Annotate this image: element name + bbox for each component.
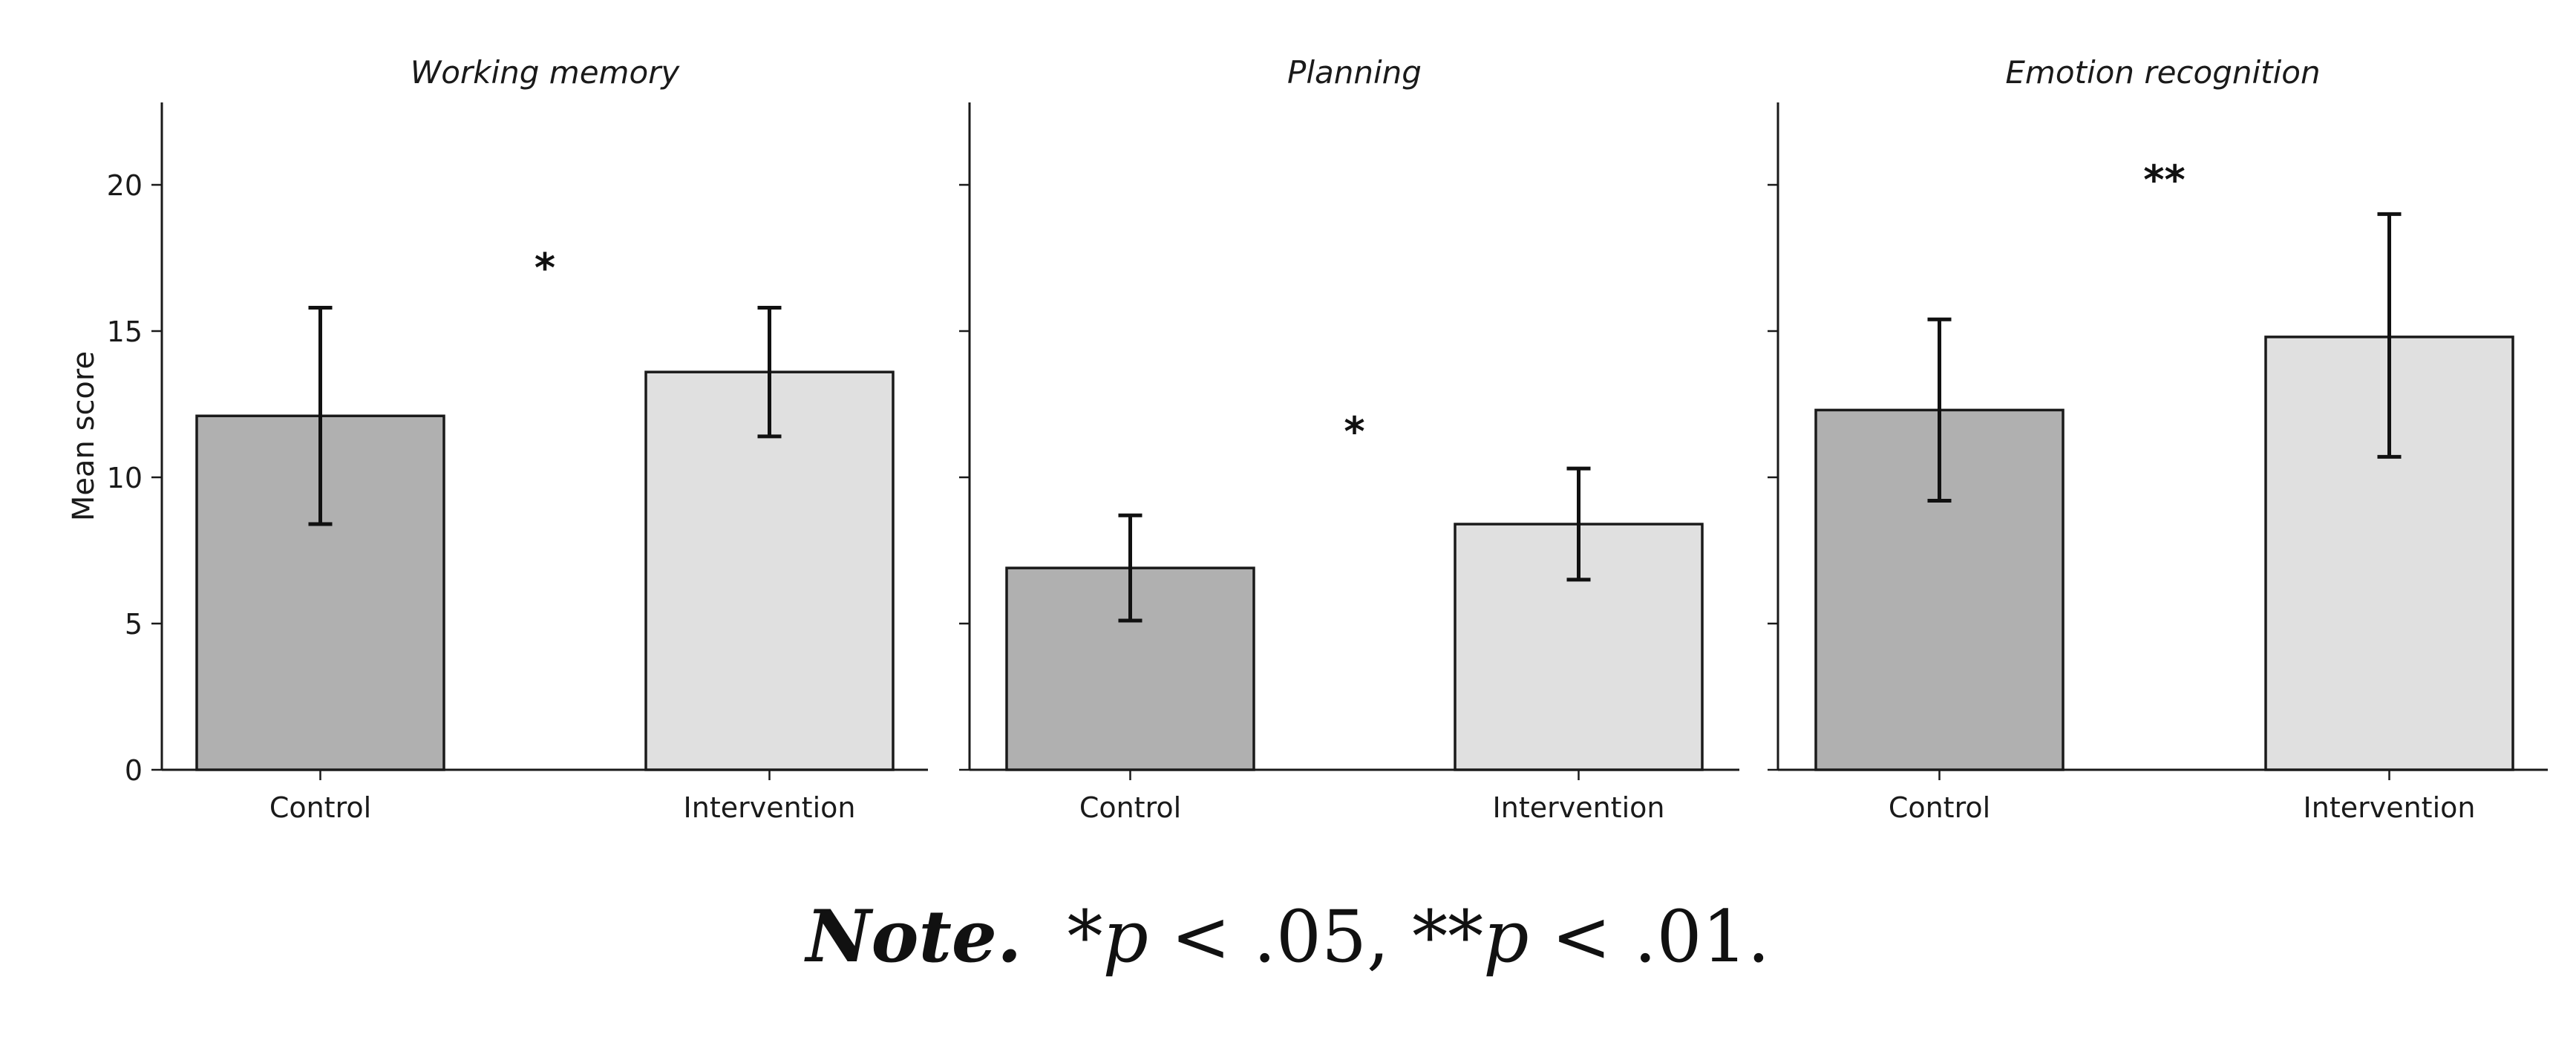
x-tick-label-planning-control: Control [1079,791,1181,824]
note-threshold-2: < .01. [1529,895,1771,978]
note-p-2: p [1483,895,1529,978]
y-tick-label-10: 10 [107,462,143,494]
x-tick-label-working-memory-intervention: Intervention [684,791,856,824]
y-axis-label: Mean score [67,351,101,521]
bar-working-memory-intervention [644,370,895,771]
x-tick-label-emotion-recognition-intervention: Intervention [2304,791,2476,824]
significance-emotion-recognition: ** [2143,157,2185,203]
panel-title-emotion-recognition: Emotion recognition [2005,54,2320,91]
y-tick-label-5: 5 [125,608,143,641]
y-tick-label-20: 20 [107,169,143,202]
significance-working-memory: * [535,244,555,291]
note-p-1: p [1102,895,1148,978]
panel-title-planning: Planning [1287,54,1422,91]
y-tick-label-0: 0 [125,754,143,787]
figure-note: Note. *p < .05, **p < .01. [0,895,2576,978]
note-star-1: * [1067,895,1103,978]
panel-title-working-memory: Working memory [411,54,681,91]
note-star-2: ** [1412,895,1484,978]
note-label: Note. [805,895,1022,978]
x-tick-label-planning-intervention: Intervention [1493,791,1665,824]
x-tick-label-emotion-recognition-control: Control [1889,791,1990,824]
x-tick-label-working-memory-control: Control [269,791,371,824]
significance-planning: * [1344,408,1364,455]
y-tick-label-15: 15 [107,315,143,348]
note-threshold-1: < .05, [1148,895,1413,978]
